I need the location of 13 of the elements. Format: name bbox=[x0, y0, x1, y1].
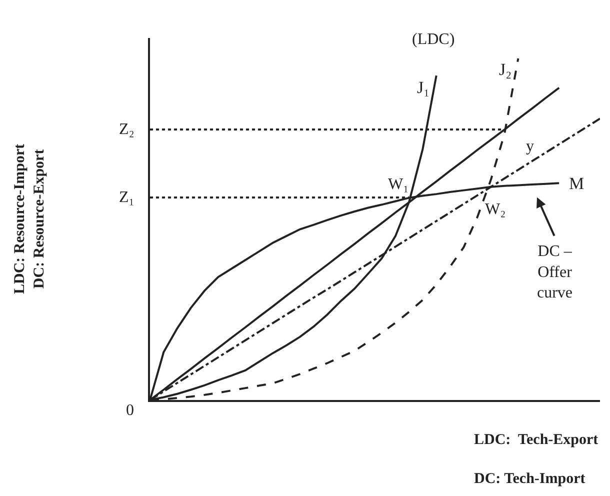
text: 0 bbox=[126, 402, 134, 419]
series-label: M bbox=[569, 174, 584, 193]
text: LDC: Resource-Import DC: Resource-Export bbox=[12, 144, 48, 294]
series-label: J₁ bbox=[417, 78, 430, 97]
text: (LDC) bbox=[412, 31, 455, 48]
text: Z₁ bbox=[119, 189, 134, 206]
annotation: W₁ bbox=[388, 176, 409, 193]
series-label: J₂ bbox=[499, 60, 512, 79]
annotation: y bbox=[526, 138, 534, 155]
text: LDC: Tech-Export DC: Tech-Import bbox=[474, 432, 598, 487]
annotation: DC – Offer curve bbox=[537, 243, 573, 302]
annotation: W₂ bbox=[485, 201, 506, 218]
text: Z₂ bbox=[119, 121, 134, 138]
